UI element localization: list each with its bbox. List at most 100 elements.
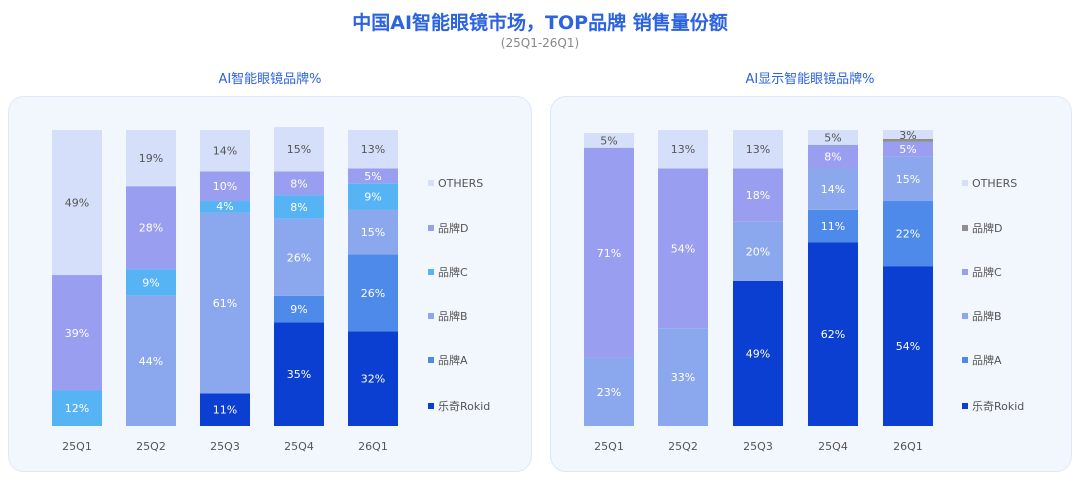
legend-swatch-品牌A: [428, 357, 434, 363]
bar-segment-品牌D-25Q4: [274, 171, 324, 196]
x-tick-25Q4: 25Q4: [818, 440, 848, 453]
data-label-OTHERS-25Q3: 13%: [746, 143, 770, 156]
legend-swatch-乐奇Rokid: [428, 403, 434, 409]
data-label-品牌A-25Q4: 11%: [821, 220, 845, 233]
bar-segment-品牌D-26Q1: [348, 168, 398, 184]
data-label-品牌A-25Q4: 9%: [290, 303, 307, 316]
bar-segment-OTHERS-25Q3: [733, 130, 783, 169]
data-label-品牌C-25Q4: 8%: [824, 151, 841, 164]
data-label-OTHERS-25Q2: 19%: [139, 152, 163, 165]
legend-swatch-品牌C: [962, 269, 968, 275]
bar-segment-OTHERS-25Q4: [274, 127, 324, 172]
legend-label-OTHERS: OTHERS: [438, 177, 483, 190]
data-label-OTHERS-26Q1: 3%: [899, 129, 916, 142]
left-chart-title: AI智能眼镜品牌%: [218, 72, 322, 87]
bar-segment-品牌B-25Q4: [808, 168, 858, 210]
bar-segment-品牌D-26Q1: [883, 138, 933, 142]
bar-segment-品牌C-25Q4: [808, 144, 858, 169]
data-label-品牌D-25Q3: 10%: [213, 180, 237, 193]
bar-segment-乐奇Rokid-25Q4: [274, 322, 324, 426]
legend-swatch-品牌B: [962, 313, 968, 319]
bar-segment-品牌B-25Q4: [274, 218, 324, 296]
x-tick-26Q1: 26Q1: [358, 440, 388, 453]
data-label-乐奇Rokid-26Q1: 32%: [361, 373, 385, 386]
legend-swatch-品牌D: [962, 225, 968, 231]
bar-segment-OTHERS-26Q1: [883, 130, 933, 139]
data-label-OTHERS-25Q3: 14%: [213, 145, 237, 158]
x-tick-25Q1: 25Q1: [62, 440, 92, 453]
data-label-品牌B-25Q4: 14%: [821, 183, 845, 196]
bar-segment-OTHERS-25Q2: [658, 130, 708, 169]
data-label-OTHERS-25Q1: 49%: [65, 197, 89, 210]
data-label-品牌D-25Q4: 8%: [290, 177, 307, 190]
data-label-品牌D-25Q2: 28%: [139, 222, 163, 235]
bar-segment-品牌C-25Q2: [126, 269, 176, 296]
bar-segment-OTHERS-25Q1: [584, 132, 634, 148]
data-label-品牌B-25Q2: 44%: [139, 355, 163, 368]
legend-swatch-品牌B: [428, 313, 434, 319]
legend-label-乐奇Rokid: 乐奇Rokid: [972, 400, 1024, 413]
bar-segment-品牌D-25Q2: [126, 186, 176, 270]
x-tick-25Q1: 25Q1: [594, 440, 624, 453]
data-label-品牌B-25Q1: 23%: [597, 386, 621, 399]
legend-label-品牌D: 品牌D: [438, 221, 468, 235]
bar-segment-品牌A-26Q1: [348, 254, 398, 332]
bar-segment-品牌C-25Q3: [200, 201, 250, 213]
legend-label-OTHERS: OTHERS: [972, 177, 1017, 190]
data-label-品牌B-26Q1: 15%: [896, 173, 920, 186]
bar-segment-品牌B-25Q3: [733, 221, 783, 281]
data-label-品牌C-25Q3: 4%: [216, 200, 233, 213]
bar-segment-品牌B-25Q2: [126, 295, 176, 426]
data-label-乐奇Rokid-25Q4: 62%: [821, 328, 845, 341]
data-label-OTHERS-25Q2: 13%: [671, 143, 695, 156]
legend-swatch-品牌D: [428, 225, 434, 231]
chart-1: 23% 71% 5% 25Q1 33% 54% 13% 25Q2 49% 20% 18% 13% 25Q…: [584, 129, 1024, 453]
legend-swatch-OTHERS: [962, 180, 968, 186]
data-label-品牌B-25Q4: 26%: [287, 251, 311, 264]
bar-segment-品牌A-25Q4: [808, 209, 858, 243]
bar-segment-品牌B-25Q1: [584, 357, 634, 426]
legend-swatch-品牌C: [428, 269, 434, 275]
bar-segment-OTHERS-25Q3: [200, 130, 250, 172]
data-label-品牌C-25Q3: 18%: [746, 189, 770, 202]
bar-segment-品牌B-26Q1: [348, 209, 398, 255]
chart-subtitle: (25Q1-26Q1): [500, 36, 580, 50]
bar-segment-OTHERS-26Q1: [348, 130, 398, 169]
bar-segment-品牌B-25Q2: [658, 328, 708, 426]
bar-segment-品牌C-25Q1: [52, 390, 102, 426]
data-label-品牌B-26Q1: 15%: [361, 226, 385, 239]
data-label-品牌A-26Q1: 22%: [896, 228, 920, 241]
bar-segment-品牌A-26Q1: [883, 201, 933, 267]
data-label-乐奇Rokid-25Q3: 11%: [213, 404, 237, 417]
data-label-品牌C-26Q1: 5%: [899, 143, 916, 156]
legend-label-品牌A: 品牌A: [438, 353, 468, 367]
x-tick-25Q3: 25Q3: [210, 440, 240, 453]
legend-label-乐奇Rokid: 乐奇Rokid: [438, 400, 490, 413]
legend-label-品牌C: 品牌C: [438, 265, 468, 279]
bar-segment-品牌C-25Q1: [584, 147, 634, 358]
x-tick-25Q2: 25Q2: [668, 440, 698, 453]
data-label-OTHERS-25Q4: 15%: [287, 143, 311, 156]
data-label-品牌C-25Q1: 71%: [597, 247, 621, 260]
legend-swatch-品牌A: [962, 357, 968, 363]
bar-segment-品牌D-25Q1: [52, 275, 102, 391]
data-label-品牌C-25Q2: 9%: [142, 276, 159, 289]
data-label-OTHERS-25Q1: 5%: [600, 134, 617, 147]
bar-segment-品牌B-26Q1: [883, 156, 933, 202]
data-label-品牌A-26Q1: 26%: [361, 287, 385, 300]
legend-label-品牌A: 品牌A: [972, 353, 1002, 367]
data-label-品牌B-25Q3: 61%: [213, 297, 237, 310]
data-label-品牌C-25Q4: 8%: [290, 201, 307, 214]
bar-segment-品牌C-25Q4: [274, 195, 324, 219]
bar-segment-乐奇Rokid-25Q3: [200, 393, 250, 426]
bar-segment-乐奇Rokid-26Q1: [348, 331, 398, 426]
bar-segment-品牌B-25Q3: [200, 212, 250, 394]
bar-segment-乐奇Rokid-25Q3: [733, 280, 783, 426]
chart-0: 12% 39% 49% 25Q1 44% 9% 28% 19% 25Q2 11% 61% 4% 10% 1…: [52, 127, 490, 453]
data-label-品牌C-26Q1: 9%: [364, 191, 381, 204]
legend-swatch-乐奇Rokid: [962, 403, 968, 409]
bar-segment-品牌C-25Q2: [658, 168, 708, 329]
data-label-品牌C-25Q2: 54%: [671, 242, 695, 255]
data-label-乐奇Rokid-25Q4: 35%: [287, 368, 311, 381]
